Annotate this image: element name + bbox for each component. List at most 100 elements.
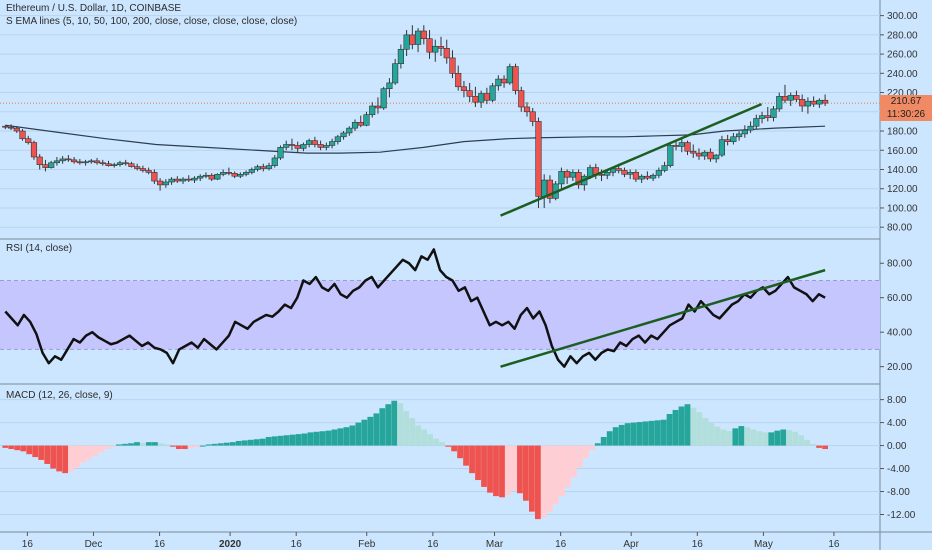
macd-histogram-bar bbox=[80, 445, 87, 463]
candle-body bbox=[283, 144, 290, 148]
macd-histogram-bar bbox=[714, 426, 721, 446]
macd-histogram-bar bbox=[205, 444, 212, 446]
macd-histogram-bar bbox=[295, 434, 302, 446]
candle-body bbox=[426, 38, 433, 53]
candle-body bbox=[730, 136, 737, 142]
price-tick-label: 280.00 bbox=[887, 30, 918, 41]
price-tick-label: 120.00 bbox=[887, 184, 918, 195]
macd-histogram-bar bbox=[56, 445, 63, 472]
price-tick-label: 80.00 bbox=[887, 223, 912, 234]
candle-body bbox=[329, 141, 336, 146]
macd-histogram-bar bbox=[469, 445, 475, 474]
time-tick-label: 16 bbox=[828, 539, 840, 550]
macd-histogram-bar bbox=[439, 442, 446, 446]
candle-body bbox=[822, 99, 829, 104]
candle-body bbox=[334, 136, 341, 142]
candle-body bbox=[776, 96, 783, 110]
time-tick-label: 16 bbox=[555, 539, 567, 550]
price-tick-label: 240.00 bbox=[887, 69, 918, 80]
rsi-tick-label: 80.00 bbox=[887, 259, 912, 270]
candle-body bbox=[736, 133, 743, 138]
macd-histogram-bar bbox=[606, 431, 613, 446]
macd-histogram-bar bbox=[499, 445, 505, 498]
price-tick-label: 160.00 bbox=[887, 146, 918, 157]
time-tick-label: Feb bbox=[358, 539, 376, 550]
candle-body bbox=[202, 174, 210, 177]
macd-histogram-bar bbox=[181, 445, 188, 450]
macd-histogram-bar bbox=[331, 429, 338, 446]
macd-histogram-bar bbox=[666, 413, 673, 446]
candle-body bbox=[449, 57, 456, 74]
macd-tick-label: 4.00 bbox=[887, 418, 907, 429]
candle-body bbox=[151, 172, 158, 182]
macd-histogram-bar bbox=[427, 434, 434, 446]
macd-histogram-bar bbox=[134, 442, 140, 446]
candle-body bbox=[139, 168, 146, 171]
macd-histogram-bar bbox=[235, 440, 242, 446]
macd-histogram-bar bbox=[169, 445, 176, 447]
candle-body bbox=[76, 161, 83, 164]
macd-histogram-bar bbox=[493, 445, 499, 497]
macd-histogram-bar bbox=[660, 419, 667, 446]
macd-histogram-bar bbox=[810, 443, 817, 446]
macd-histogram-bar bbox=[199, 445, 206, 447]
macd-histogram-bar bbox=[451, 445, 458, 452]
macd-histogram-bar bbox=[672, 409, 679, 446]
macd-histogram-bar bbox=[158, 443, 164, 446]
candle-body bbox=[340, 132, 347, 138]
time-tick-label: 16 bbox=[291, 539, 303, 550]
macd-histogram-bar bbox=[792, 431, 799, 446]
ema-200-line bbox=[5, 124, 826, 154]
candle-body bbox=[758, 115, 766, 119]
candle-body bbox=[810, 100, 817, 105]
macd-histogram-bar bbox=[253, 439, 260, 446]
candle-body bbox=[747, 125, 754, 131]
candle-body bbox=[82, 161, 89, 164]
macd-histogram-bar bbox=[367, 416, 374, 446]
candle-body bbox=[208, 174, 215, 180]
macd-histogram-bar bbox=[175, 445, 182, 450]
macd-histogram-bar bbox=[445, 445, 452, 447]
macd-histogram-bar bbox=[325, 430, 332, 446]
macd-histogram-bar bbox=[756, 431, 763, 446]
macd-histogram-bar bbox=[523, 445, 529, 501]
candle-body bbox=[374, 105, 382, 109]
candle-body bbox=[684, 142, 691, 152]
macd-histogram-bar bbox=[636, 422, 643, 446]
macd-histogram-bar bbox=[648, 420, 655, 446]
macd-histogram-bar bbox=[588, 445, 595, 451]
macd-histogram-bar bbox=[373, 413, 380, 446]
candle-body bbox=[99, 162, 106, 165]
candle-body bbox=[265, 165, 273, 169]
candle-body bbox=[627, 172, 634, 175]
last-price-badge: 210.67 bbox=[880, 95, 932, 108]
candle-body bbox=[243, 172, 250, 175]
candle-body bbox=[495, 78, 502, 87]
candle-body bbox=[277, 147, 284, 159]
time-tick-label: 2020 bbox=[219, 539, 242, 550]
candle-body bbox=[604, 172, 611, 176]
macd-histogram-bar bbox=[92, 445, 98, 456]
macd-histogram-bar bbox=[361, 419, 368, 446]
macd-histogram-bar bbox=[822, 445, 828, 450]
candle-body bbox=[392, 63, 399, 84]
macd-histogram-bar bbox=[277, 435, 284, 446]
macd-histogram-bar bbox=[163, 444, 170, 446]
candle-body bbox=[615, 168, 622, 171]
macd-histogram-bar bbox=[128, 443, 134, 446]
candle-body bbox=[19, 130, 26, 140]
candle-body bbox=[466, 90, 473, 97]
macd-histogram-bar bbox=[409, 418, 416, 446]
rsi-trendline bbox=[500, 268, 826, 368]
candle-body bbox=[478, 93, 485, 103]
macd-histogram-bar bbox=[140, 442, 146, 446]
macd-histogram-bar bbox=[14, 445, 21, 451]
macd-histogram-bar bbox=[564, 445, 571, 487]
price-pane: 300.00280.00260.00240.00220.00200.00180.… bbox=[0, 11, 918, 234]
macd-tick-label: -12.00 bbox=[887, 510, 916, 521]
macd-histogram-bar bbox=[337, 428, 344, 446]
macd-histogram-bar bbox=[271, 436, 278, 446]
candle-body bbox=[369, 105, 376, 115]
candle-body bbox=[157, 180, 164, 186]
